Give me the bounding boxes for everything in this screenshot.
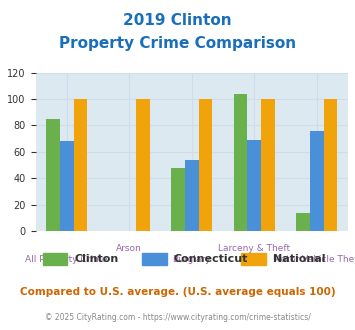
Bar	[247, 140, 261, 231]
Bar	[261, 99, 275, 231]
Text: All Property Crime: All Property Crime	[26, 255, 108, 264]
Bar	[73, 99, 87, 231]
Text: Burglary: Burglary	[173, 255, 211, 264]
Bar	[198, 99, 212, 231]
Text: Compared to U.S. average. (U.S. average equals 100): Compared to U.S. average. (U.S. average …	[20, 287, 335, 297]
Text: Property Crime Comparison: Property Crime Comparison	[59, 36, 296, 51]
Bar	[296, 213, 310, 231]
Bar	[46, 119, 60, 231]
Bar	[310, 131, 323, 231]
Text: National: National	[273, 254, 326, 264]
Text: Arson: Arson	[116, 244, 142, 253]
Bar	[60, 141, 73, 231]
Text: © 2025 CityRating.com - https://www.cityrating.com/crime-statistics/: © 2025 CityRating.com - https://www.city…	[45, 314, 310, 322]
Bar	[323, 99, 337, 231]
Bar	[171, 168, 185, 231]
Text: 2019 Clinton: 2019 Clinton	[123, 13, 232, 28]
Text: Motor Vehicle Theft: Motor Vehicle Theft	[273, 255, 355, 264]
Text: Clinton: Clinton	[75, 254, 119, 264]
Text: Connecticut: Connecticut	[174, 254, 248, 264]
Text: Larceny & Theft: Larceny & Theft	[218, 244, 290, 253]
Bar	[136, 99, 150, 231]
Bar	[185, 160, 198, 231]
Bar	[234, 94, 247, 231]
